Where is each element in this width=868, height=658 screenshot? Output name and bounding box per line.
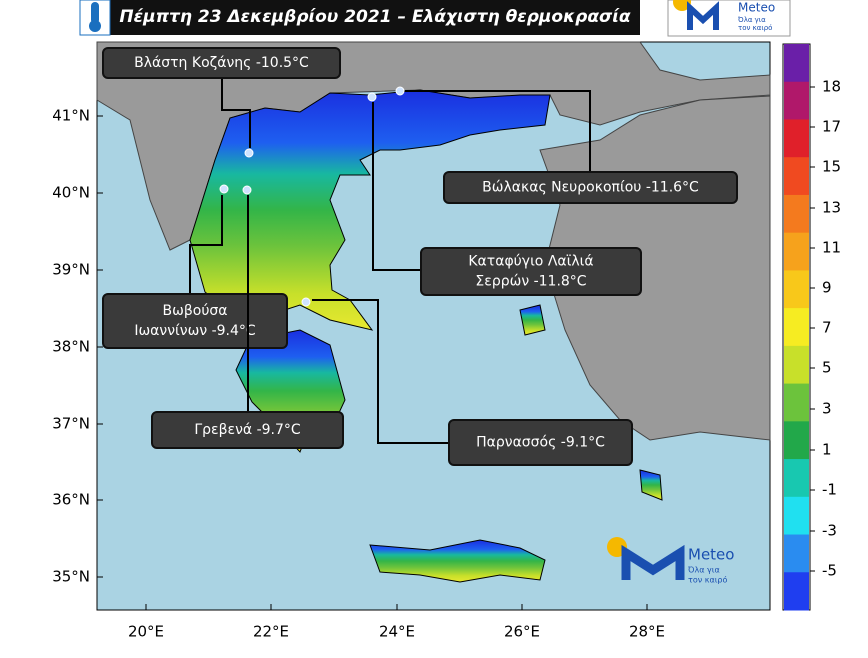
colorbar-band [784, 157, 809, 196]
colorbar-label: 5 [822, 359, 832, 377]
colorbar-label: 18 [822, 78, 841, 96]
colorbar-band [784, 44, 809, 83]
colorbar-label: -1 [822, 481, 837, 499]
colorbar-band [784, 232, 809, 271]
callout-box [102, 47, 341, 79]
logo-slogan: τον καιρό [738, 24, 772, 32]
logo-m [621, 544, 685, 580]
thermometer-icon [89, 20, 101, 32]
station-point [367, 92, 377, 102]
colorbar-label: 11 [822, 239, 841, 257]
lon-label: 26°E [504, 623, 540, 641]
colorbar-label: 13 [822, 199, 841, 217]
lat-label: 36°N [52, 491, 90, 509]
title-bar [110, 0, 640, 35]
logo-sun [673, 0, 691, 11]
callout-arrow [405, 90, 591, 172]
callout-arrow [221, 78, 251, 148]
lat-label: 38°N [52, 338, 90, 356]
callout-text: Βλάστη Κοζάνης -10.5°C [134, 55, 309, 71]
callout-box [151, 411, 344, 449]
colorbar-label: 9 [822, 279, 832, 297]
callout-arrow [372, 102, 421, 271]
callout-box [443, 171, 738, 204]
callout-text: Βώλακας Νευροκοπίου -11.6°C [482, 180, 699, 196]
callout-arrow [189, 195, 223, 294]
station-point [219, 184, 229, 194]
colorbar-band [784, 421, 809, 460]
lat-label: 37°N [52, 415, 90, 433]
logo-slogan: Όλα για [737, 16, 766, 24]
colorbar-band [784, 496, 809, 536]
colorbar-band [784, 572, 809, 611]
logo-m [687, 1, 719, 30]
station-point [395, 86, 405, 96]
logo-slogan: Όλα για [687, 565, 720, 575]
callout-text: Σερρών -11.8°C [475, 274, 586, 290]
logo-name: Meteo [688, 546, 734, 564]
callout-text: Ιωαννίνων -9.4°C [134, 323, 256, 339]
graticule: 41°N 40°N 39°N 38°N 37°N 36°N 35°N 20°E 22°E 24°E… [52, 107, 665, 641]
logo-name: Meteo [738, 1, 775, 15]
lat-label: 40°N [52, 184, 90, 202]
colorbar-band [784, 308, 809, 347]
callout-box [420, 247, 642, 296]
colorbar-label: 1 [822, 441, 832, 459]
station-point [301, 297, 311, 307]
colorbar-band [784, 119, 809, 158]
lon-label: 28°E [629, 623, 665, 641]
lat-label: 35°N [52, 568, 90, 586]
colorbar-label: -3 [822, 522, 837, 540]
callout-text: Παρνασσός -9.1°C [476, 435, 605, 451]
title: Πέμπτη 23 Δεκεμβρίου 2021 – Ελάχιστη θερ… [119, 7, 630, 27]
station-point [242, 185, 252, 195]
colorbar-band [784, 81, 809, 120]
colorbar-label: 3 [822, 400, 832, 418]
colorbar-band [784, 383, 809, 422]
lon-label: 22°E [253, 623, 289, 641]
thermometer-icon [91, 2, 99, 24]
lat-label: 41°N [52, 107, 90, 125]
lon-label: 24°E [379, 623, 415, 641]
colorbar-label: -5 [822, 562, 837, 580]
colorbar-band [784, 270, 809, 309]
lon-label: 20°E [128, 623, 164, 641]
callout-arrow [312, 299, 449, 444]
callout-box [448, 419, 633, 466]
callout-text: Βωβούσα [162, 303, 227, 319]
colorbar-band [784, 194, 809, 234]
colorbar-label: 17 [822, 118, 841, 136]
colorbar-band [784, 534, 809, 573]
colorbar-label: 7 [822, 319, 832, 337]
station-point [244, 148, 254, 158]
callout-text: Γρεβενά -9.7°C [194, 422, 301, 438]
callout-box [102, 293, 288, 349]
colorbar-bands: 18 17 15 13 11 9 7 5 3 1 -1 -3 -5 [784, 44, 841, 611]
lat-label: 39°N [52, 261, 90, 279]
colorbar-label: 15 [822, 158, 841, 176]
logo-slogan: τον καιρό [688, 575, 727, 585]
callout-text: Καταφύγιο Λαϊλιά [468, 254, 593, 270]
callouts: Βλάστη Κοζάνης -10.5°C Βώλακας Νευροκοπίο… [102, 47, 738, 466]
colorbar-band [784, 459, 809, 498]
colorbar-band [784, 345, 809, 385]
